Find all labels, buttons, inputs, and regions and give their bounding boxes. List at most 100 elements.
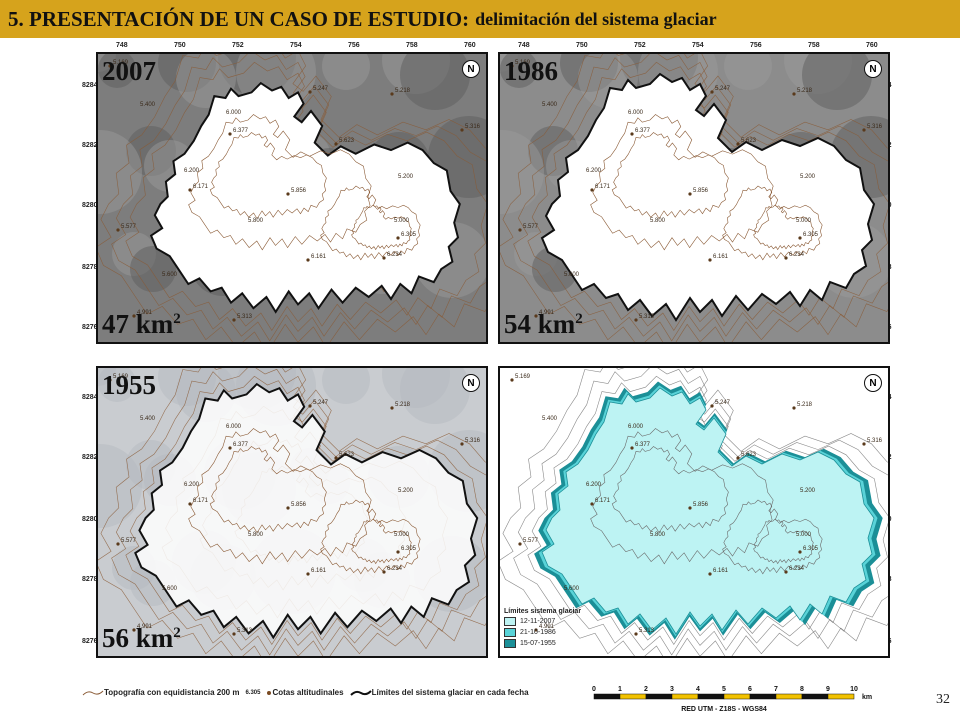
scale-segment xyxy=(645,693,673,700)
x-tick: 748 xyxy=(116,42,128,49)
x-tick: 758 xyxy=(406,42,418,49)
scale-label: 4 xyxy=(696,686,700,693)
contour-label: 5.200 xyxy=(800,174,816,180)
y-tick: 8280 xyxy=(82,516,98,523)
contour-label: 5.400 xyxy=(542,102,558,108)
contour-label: 6.000 xyxy=(628,110,644,116)
summit-elevation-label: 6.234 xyxy=(387,566,403,572)
summit-elevation-label: 5.313 xyxy=(237,314,253,320)
summit-elevation-label: 5.247 xyxy=(313,400,329,406)
summit-elevation-label: 5.218 xyxy=(395,88,411,94)
scale-segment xyxy=(619,693,647,700)
summit-elevation-label: 6.171 xyxy=(595,184,611,190)
legend-label: 15-07-1955 xyxy=(520,640,556,647)
summit-elevation-label: 5.577 xyxy=(523,538,539,544)
summit-elevation-label: 5.623 xyxy=(339,452,355,458)
summit-elevation-label: 5.316 xyxy=(867,438,883,444)
summit-elevation-label: 5.577 xyxy=(121,538,137,544)
summit-elevation-label: 6.305 xyxy=(401,546,417,552)
aerial-photo-map: 6.377 6.171 5.856 6.305 6.234 6.161 5.623 5.218… xyxy=(98,368,486,656)
contour-label: 5.000 xyxy=(796,532,812,538)
contour-label: 5.400 xyxy=(542,416,558,422)
title-bar: 5. PRESENTACIÓN DE UN CASO DE ESTUDIO: d… xyxy=(0,0,960,38)
summit-elevation-label: 5.316 xyxy=(465,124,481,130)
summit-elevation-label: 5.218 xyxy=(797,402,813,408)
scale-segment xyxy=(801,693,829,700)
summit-elevation-label: 6.234 xyxy=(387,252,403,258)
summit-elevation-label: 6.305 xyxy=(803,232,819,238)
map-symbols-legend: Topografía con equidistancia 200 m 6.305… xyxy=(82,688,582,697)
contour-label: 5.600 xyxy=(564,272,580,278)
scale-segment xyxy=(593,693,621,700)
contour-label: 5.200 xyxy=(398,174,414,180)
summit-elevation-label: 6.377 xyxy=(233,128,249,134)
contour-label: 6.000 xyxy=(226,424,242,430)
y-tick: 8278 xyxy=(82,576,98,583)
legend-label: 21-10-1986 xyxy=(520,629,556,636)
contour-label: 5.800 xyxy=(650,218,666,224)
summit-elevation-label: 5.169 xyxy=(515,60,531,66)
contour-label: 5.600 xyxy=(162,272,178,278)
summit-elevation-label: 5.856 xyxy=(291,502,307,508)
summit-elevation-label: 5.247 xyxy=(715,86,731,92)
glacier-limits-legend: Límites sistema glaciar 12-11-2007 21-10… xyxy=(504,608,622,650)
panel-year: 2007 xyxy=(102,56,156,86)
contour-label: 5.600 xyxy=(162,586,178,592)
contour-label: 5.800 xyxy=(650,532,666,538)
scale-label: 5 xyxy=(722,686,726,693)
summit-elevation-label: 6.305 xyxy=(401,232,417,238)
contour-label: 6.200 xyxy=(184,482,200,488)
contour-label: 5.200 xyxy=(398,488,414,494)
contour-label: 5.400 xyxy=(140,416,156,422)
panel-area: 47 km2 xyxy=(102,309,181,339)
contour-label: 5.800 xyxy=(248,218,264,224)
summit-elevation-label: 6.377 xyxy=(635,128,651,134)
scale-segment xyxy=(723,693,751,700)
contour-label: 6.200 xyxy=(184,168,200,174)
x-tick: 760 xyxy=(464,42,476,49)
summit-elevation-label: 5.218 xyxy=(797,88,813,94)
contour-label: 5.600 xyxy=(564,586,580,592)
summit-elevation-label: 5.313 xyxy=(639,628,655,634)
north-arrow-icon: N xyxy=(864,60,882,78)
scale-segment xyxy=(749,693,777,700)
map-panel-1986: 6.377 6.171 5.856 6.305 6.234 6.161 5.623 5.218… xyxy=(498,52,890,344)
contour-label: 5.200 xyxy=(800,488,816,494)
legend-label: 12-11-2007 xyxy=(520,618,556,625)
summit-elevation-label: 6.161 xyxy=(713,568,729,574)
summit-elevation-label: 4.991 xyxy=(137,624,153,630)
summit-elevation-label: 6.234 xyxy=(789,566,805,572)
scale-label: 3 xyxy=(670,686,674,693)
slide-subtitle: delimitación del sistema glaciar xyxy=(475,8,717,29)
legend-title: Límites sistema glaciar xyxy=(504,608,582,615)
summit-elevation-label: 5.169 xyxy=(515,374,531,380)
contour-label: 6.000 xyxy=(226,110,242,116)
scale-label: 6 xyxy=(748,686,752,693)
y-tick: 8282 xyxy=(82,454,98,461)
summit-elevation-label: 5.577 xyxy=(523,224,539,230)
x-tick: 748 xyxy=(518,42,530,49)
y-tick: 8284 xyxy=(82,82,98,89)
scale-label: 7 xyxy=(774,686,778,693)
x-tick: 754 xyxy=(290,42,302,49)
summit-elevation-label: 5.316 xyxy=(867,124,883,130)
north-arrow-icon: N xyxy=(864,374,882,392)
x-tick: 754 xyxy=(692,42,704,49)
legend-swatch xyxy=(504,617,516,626)
summit-elevation-label: 5.856 xyxy=(291,188,307,194)
panel-area: 54 km2 xyxy=(504,309,583,339)
comparison-map: 6.377 6.171 5.856 6.305 6.234 6.161 5.623 5.218… xyxy=(500,368,888,656)
x-tick: 752 xyxy=(634,42,646,49)
scale-label: 2 xyxy=(644,686,648,693)
y-tick: 8276 xyxy=(82,324,98,331)
summit-elevation-label: 4.991 xyxy=(137,310,153,316)
scale-segment xyxy=(671,693,699,700)
contour-label: 6.200 xyxy=(586,482,602,488)
summit-elevation-label: 5.316 xyxy=(465,438,481,444)
summit-elevation-label: 5.623 xyxy=(741,452,757,458)
contour-label: 5.800 xyxy=(248,532,264,538)
summit-elevation-label: 5.247 xyxy=(715,400,731,406)
x-tick: 756 xyxy=(750,42,762,49)
summit-dot-icon xyxy=(267,690,272,695)
x-tick: 750 xyxy=(576,42,588,49)
